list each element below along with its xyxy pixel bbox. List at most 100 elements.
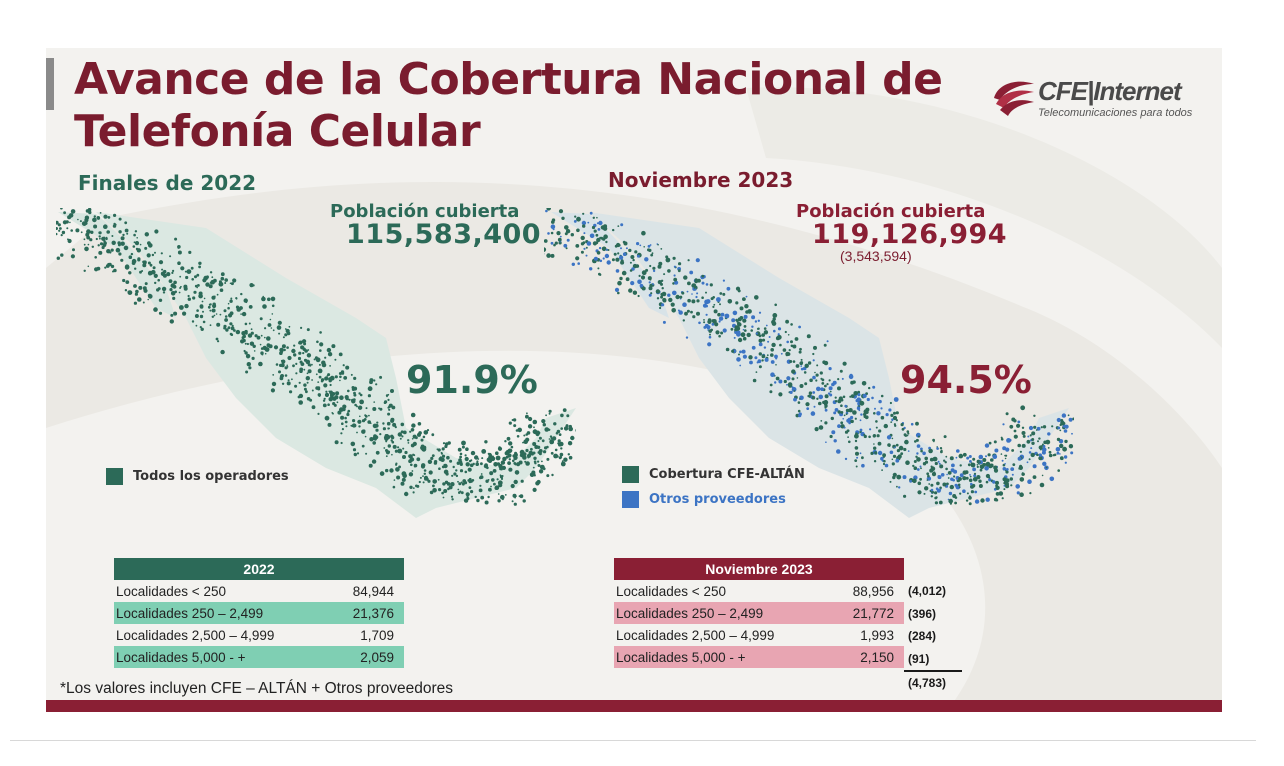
coverage-dot: [84, 221, 88, 225]
coverage-dot: [1070, 451, 1074, 455]
coverage-dot: [670, 302, 675, 307]
coverage-dot: [331, 412, 334, 414]
coverage-dot: [957, 483, 961, 487]
coverage-dot: [91, 245, 94, 248]
coverage-dot: [261, 296, 266, 302]
coverage-dot: [543, 450, 547, 454]
coverage-dot: [695, 258, 700, 263]
coverage-dot: [619, 276, 623, 281]
coverage-dot: [568, 455, 573, 460]
coverage-dot: [217, 340, 220, 343]
coverage-dot: [527, 424, 533, 429]
coverage-dot: [1022, 434, 1026, 438]
coverage-dot: [275, 363, 279, 366]
coverage-dot: [69, 221, 71, 224]
coverage-dot: [1063, 429, 1068, 433]
coverage-dot: [166, 272, 171, 277]
coverage-dot: [787, 334, 790, 336]
coverage-dot: [516, 435, 520, 438]
coverage-dot: [464, 470, 468, 474]
coverage-dot: [819, 371, 823, 375]
coverage-dot: [469, 463, 474, 468]
coverage-dot: [368, 414, 370, 417]
coverage-dot: [717, 312, 721, 317]
coverage-dot: [893, 411, 896, 415]
cfe-bird-icon: [994, 81, 1034, 116]
coverage-dot: [722, 292, 726, 296]
coverage-dot: [126, 232, 129, 235]
coverage-dot: [93, 224, 98, 229]
coverage-dot: [575, 429, 576, 432]
coverage-dot: [1037, 440, 1039, 443]
coverage-dot: [896, 474, 902, 480]
coverage-dot: [625, 277, 630, 282]
coverage-dot: [272, 374, 275, 376]
coverage-dot: [786, 340, 789, 344]
coverage-dot: [248, 322, 251, 325]
coverage-dot: [811, 395, 816, 400]
coverage-dot: [287, 379, 290, 382]
coverage-dot: [305, 359, 311, 365]
coverage-dot: [889, 401, 892, 405]
coverage-dot: [845, 413, 848, 416]
coverage-dot: [329, 383, 332, 387]
coverage-dot: [758, 342, 763, 347]
coverage-dot: [648, 293, 652, 297]
coverage-dot: [771, 321, 777, 326]
coverage-dot: [560, 413, 564, 418]
coverage-dot: [317, 412, 320, 415]
coverage-dot: [108, 262, 112, 267]
coverage-dot: [874, 451, 878, 455]
coverage-dot: [60, 208, 63, 210]
coverage-dot: [1038, 445, 1043, 450]
coverage-dot: [1061, 413, 1067, 418]
coverage-dot: [460, 481, 463, 484]
coverage-dot: [382, 427, 386, 431]
coverage-dot: [636, 242, 640, 246]
coverage-dot: [227, 306, 230, 310]
coverage-dot: [697, 278, 701, 283]
coverage-dot: [262, 304, 267, 309]
coverage-dot: [198, 261, 202, 265]
coverage-dot: [504, 440, 507, 443]
coverage-dot: [750, 329, 753, 332]
coverage-dot: [180, 266, 185, 271]
table-2023-header: Noviembre 2023: [614, 558, 904, 580]
coverage-dot: [703, 321, 706, 324]
coverage-dot: [134, 292, 138, 296]
coverage-dot: [477, 458, 480, 460]
coverage-dot: [549, 435, 553, 438]
coverage-dot: [949, 484, 954, 490]
coverage-dot: [873, 443, 875, 445]
coverage-dot: [614, 244, 618, 248]
coverage-dot: [378, 407, 381, 410]
coverage-dot: [972, 467, 976, 472]
coverage-dot: [149, 263, 153, 267]
coverage-dot: [298, 393, 304, 399]
coverage-dot: [206, 275, 209, 279]
coverage-dot: [432, 484, 435, 488]
coverage-dot: [112, 270, 114, 273]
coverage-dot: [736, 330, 741, 335]
title-line-1: Avance de la Cobertura Nacional de: [74, 54, 943, 105]
coverage-dot: [684, 311, 688, 316]
coverage-dot: [743, 325, 747, 328]
coverage-dot: [539, 464, 545, 470]
coverage-dot: [1042, 444, 1046, 448]
coverage-dot: [323, 397, 326, 400]
coverage-dot: [185, 275, 189, 280]
coverage-dot: [459, 490, 462, 493]
coverage-dot: [500, 494, 505, 500]
coverage-dot: [582, 224, 586, 228]
coverage-dot: [565, 247, 568, 250]
coverage-dot: [560, 427, 563, 430]
coverage-dot: [573, 220, 577, 223]
coverage-dot: [220, 349, 225, 355]
coverage-dot: [1067, 414, 1070, 417]
coverage-dot: [660, 248, 663, 250]
coverage-dot: [649, 244, 652, 246]
coverage-dot: [834, 408, 839, 412]
coverage-dot: [287, 355, 292, 361]
coverage-dot: [70, 254, 75, 259]
coverage-dot: [1002, 423, 1005, 426]
